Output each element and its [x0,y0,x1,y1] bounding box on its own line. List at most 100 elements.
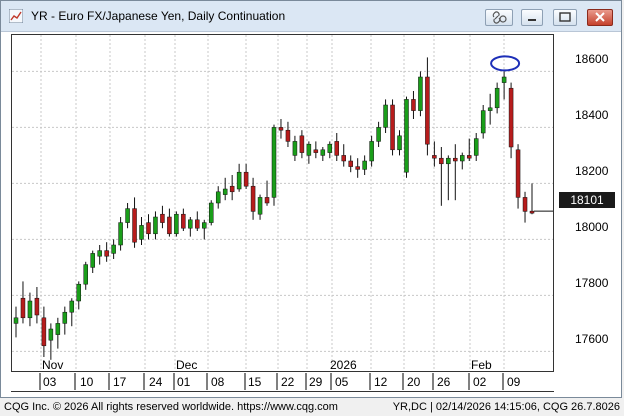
candle [153,211,158,240]
candle-body [376,127,381,142]
candle-body [104,250,109,257]
candle [264,180,270,206]
candle [83,261,88,290]
price-chart-area[interactable] [11,34,554,372]
candle-body [153,216,158,235]
highlight-ellipse [490,55,521,72]
candle [411,91,416,119]
candle [418,71,423,117]
candle-body [222,188,228,195]
candle [27,292,33,327]
candle [285,121,291,147]
status-bar: CQG Inc. © 2026 All rights reserved worl… [0,399,624,416]
candle-body [195,219,200,229]
maximize-icon [559,12,571,22]
candle-body [34,297,40,316]
title-bar[interactable]: YR - Euro FX/Japanese Yen, Daily Continu… [1,1,621,32]
window-title: YR - Euro FX/Japanese Yen, Daily Continu… [31,9,286,23]
candle-body [446,157,451,165]
candle [306,141,312,164]
link-button[interactable] [485,9,513,26]
candle-body [62,311,68,324]
candle [125,203,130,229]
candle [271,124,277,206]
candle [69,298,75,327]
candle [160,205,165,229]
candle [181,208,186,231]
candle [453,144,458,201]
candle-body [167,216,172,235]
candle-body [515,149,521,198]
candle [369,135,374,167]
copyright-text: CQG Inc. © 2026 All rights reserved worl… [4,401,338,413]
symbol-timestamp-text: YR,DC | 02/14/2026 14:15:06, CQG 26.7.80… [392,401,620,413]
price-tick-label: 18200 [575,164,609,178]
candle-body [250,185,256,212]
candle [480,105,486,139]
candle [355,158,360,178]
date-axis[interactable]: 03 10 17 24 01 08 15 22 29 05 12 20 26 0… [11,373,554,392]
candle-body [453,157,458,162]
candle-body [487,107,493,111]
candle-body [473,138,479,156]
candle-body [334,141,340,156]
candle [425,57,430,156]
candle [76,281,82,310]
candle [132,197,137,248]
date-tick-label: 09 [507,375,521,389]
date-tick-label: 12 [374,375,388,389]
candle-body [348,160,353,167]
candle-body [215,191,221,204]
candle-body [229,185,235,193]
candle [188,217,193,237]
candle [167,208,172,237]
candle-body [529,210,535,214]
date-tick-marks [39,373,504,390]
date-tick-label: 20 [407,375,421,389]
price-tick-label: 18600 [575,52,609,66]
minimize-button[interactable] [521,9,543,26]
candle-body [397,135,402,151]
candle-body [257,197,263,215]
candle [104,242,109,262]
candle [515,144,521,209]
candle [501,71,507,100]
candle-body [76,283,82,302]
date-tick-label: 22 [281,375,295,389]
link-icon [492,11,507,24]
close-button[interactable] [587,9,613,26]
candle [236,163,242,192]
candle [48,323,54,360]
candle [139,217,144,245]
candle [494,82,500,114]
maximize-button[interactable] [553,9,577,26]
minimize-icon [528,19,536,21]
candle-body [146,222,151,235]
candle [215,186,221,209]
candle [111,239,116,259]
candle [278,119,284,139]
candle-body [118,222,123,246]
candle-body [299,135,305,153]
candle-body [425,76,430,145]
chart-app-icon [9,9,23,23]
price-tick-label: 18000 [575,220,609,234]
candle-body [411,99,416,111]
candle [439,147,444,206]
candle [334,133,340,161]
candle [222,177,228,201]
candle [41,306,47,357]
candle-body [320,149,326,156]
date-tick-label: 08 [211,375,225,389]
last-price-marker: 18101 [559,192,615,208]
candle [487,93,493,125]
candle-body [369,141,374,162]
candle [390,99,395,156]
candle [34,287,40,324]
candle [250,177,256,220]
month-label: Dec [176,358,198,372]
candle-body [466,155,472,159]
candle [208,200,214,226]
candle-body [27,300,33,319]
price-tick-label: 17600 [575,332,609,346]
